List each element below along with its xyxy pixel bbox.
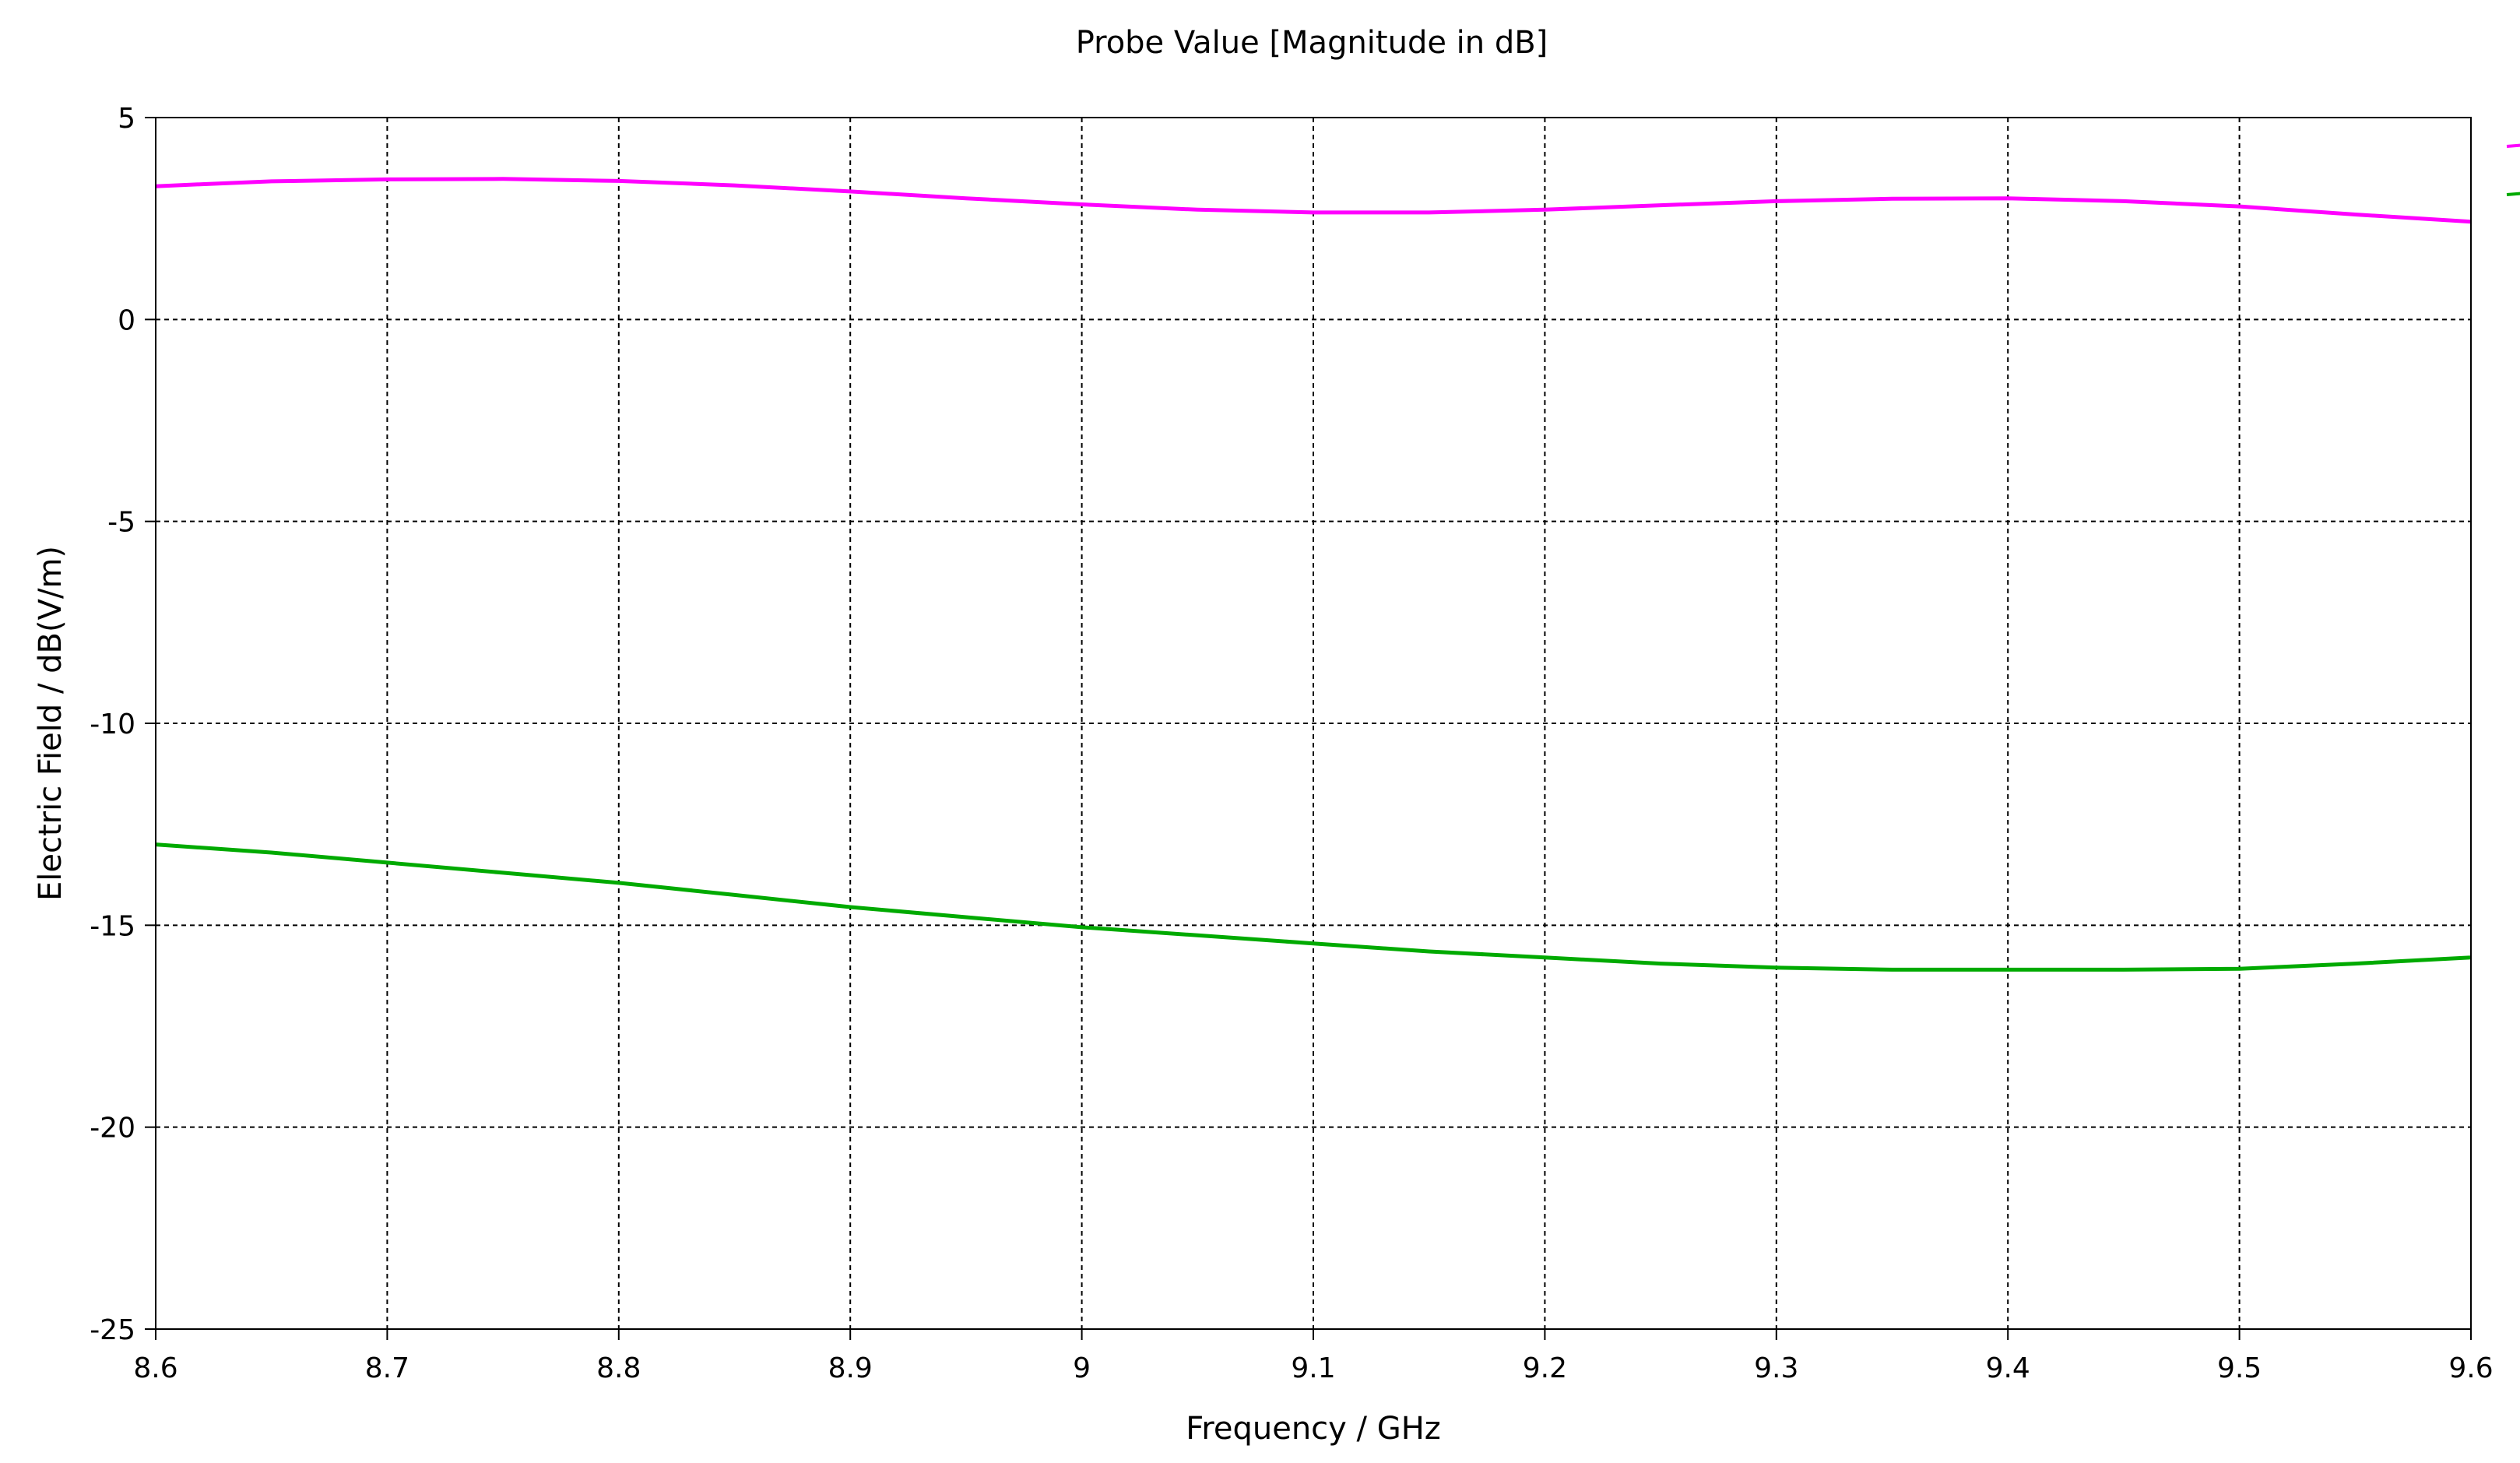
x-axis-title: Frequency / GHz bbox=[1186, 1411, 1441, 1447]
x-tick-label: 8.9 bbox=[828, 1352, 873, 1384]
x-tick-label: 9.2 bbox=[1523, 1352, 1567, 1384]
chart-title: Probe Value [Magnitude in dB] bbox=[1076, 25, 1548, 61]
x-tick-label: 8.6 bbox=[133, 1352, 177, 1384]
y-tick-label: -5 bbox=[107, 507, 135, 539]
grid bbox=[156, 118, 2471, 1329]
legend bbox=[2506, 143, 2520, 196]
series-line-2 bbox=[155, 842, 2472, 972]
y-tick-label: 5 bbox=[118, 103, 135, 135]
y-axis-title: Electric Field / dB(V/m) bbox=[33, 546, 69, 901]
x-tick-label: 8.7 bbox=[365, 1352, 409, 1384]
y-tick-label: 0 bbox=[118, 304, 135, 336]
legend-swatch-2 bbox=[2506, 192, 2520, 196]
y-tick-label: -10 bbox=[90, 709, 135, 740]
legend-swatch-1 bbox=[2506, 143, 2520, 148]
x-tick-label: 9.4 bbox=[1986, 1352, 2030, 1384]
x-tick-label: 9.3 bbox=[1754, 1352, 1798, 1384]
x-tick-label: 8.8 bbox=[596, 1352, 641, 1384]
x-tick-label: 9.5 bbox=[2217, 1352, 2262, 1384]
y-tick-label: -25 bbox=[90, 1314, 135, 1346]
x-tick-label: 9.6 bbox=[2448, 1352, 2493, 1384]
ticks-group: 8.6 8.7 8.8 8.9 9 9.1 9.2 9.3 9.4 9.5 9.6 5 0 -5 -10 -1… bbox=[90, 103, 2493, 1384]
y-tick-label: -20 bbox=[90, 1113, 135, 1145]
series-line-1 bbox=[155, 177, 2472, 224]
x-tick-label: 9.1 bbox=[1291, 1352, 1335, 1384]
y-tick-label: -15 bbox=[90, 910, 135, 942]
x-tick-label: 9 bbox=[1073, 1352, 1091, 1384]
series-group bbox=[155, 177, 2472, 972]
